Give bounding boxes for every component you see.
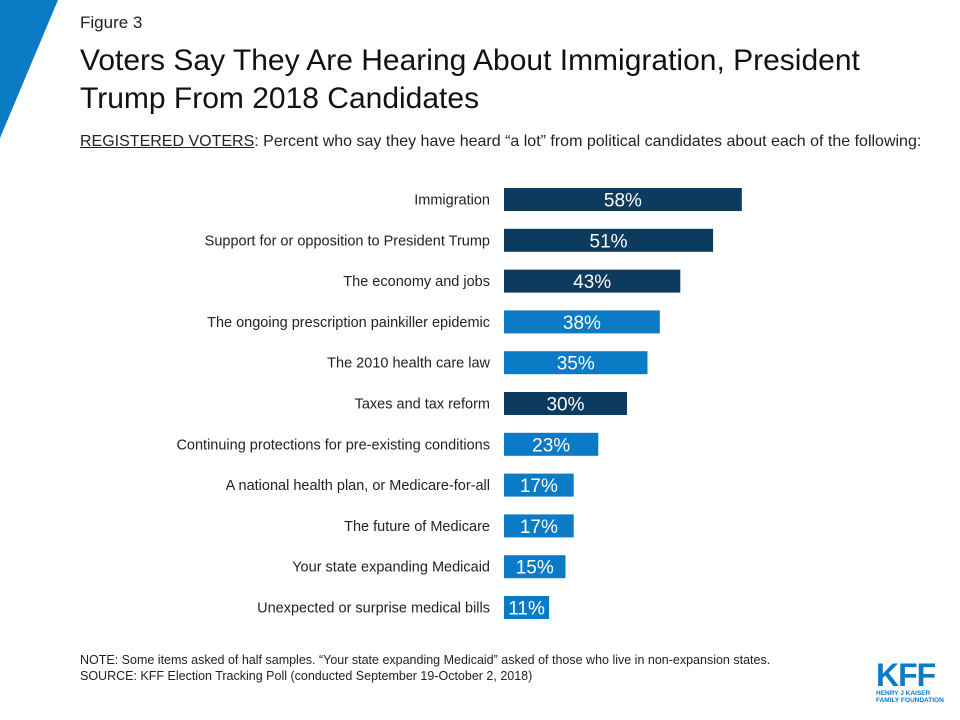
bar — [504, 432, 599, 456]
bar — [504, 310, 660, 334]
data-label: 51% — [590, 231, 628, 252]
data-label: 17% — [520, 476, 558, 497]
bar — [504, 596, 550, 619]
bar — [504, 473, 574, 497]
bar — [504, 392, 627, 415]
note-text: NOTE: Some items asked of half samples. … — [80, 653, 771, 667]
bar — [504, 228, 714, 252]
data-label: 43% — [573, 272, 611, 293]
category-label: Continuing protections for pre-existing … — [176, 437, 490, 453]
logo-line-1: HENRY J KAISER — [876, 690, 931, 697]
category-label: The economy and jobs — [343, 274, 490, 290]
category-label: The ongoing prescription painkiller epid… — [207, 315, 490, 331]
data-label: 15% — [516, 558, 554, 579]
subtitle-description: : Percent who say they have heard “a lot… — [254, 133, 922, 150]
category-label: Immigration — [414, 193, 490, 209]
figure-label: Figure 3 — [80, 13, 143, 32]
bar — [504, 555, 566, 579]
category-label: Unexpected or surprise medical bills — [257, 601, 490, 617]
logo-line-2: FAMILY FOUNDATION — [876, 697, 944, 704]
data-label: 58% — [604, 191, 642, 212]
data-label: 17% — [520, 517, 558, 538]
kff-logo: KFF HENRY J KAISER FAMILY FOUNDATION — [876, 657, 946, 704]
data-label: 35% — [557, 354, 595, 375]
category-label: The future of Medicare — [344, 519, 490, 535]
bar — [504, 514, 574, 538]
subtitle-population: REGISTERED VOTERS — [80, 133, 255, 150]
corner-accent-triangle — [0, 0, 58, 138]
category-label: Taxes and tax reform — [355, 397, 490, 413]
category-label: The 2010 health care law — [327, 356, 490, 372]
bar — [504, 269, 681, 293]
bar — [504, 188, 742, 211]
data-label: 30% — [546, 395, 584, 416]
bar-chart: Immigration 58% Support for or opposition … — [176, 188, 742, 620]
chart-title: Voters Say They Are Hearing About Immigr… — [80, 44, 860, 115]
chart-subtitle: REGISTERED VOTERS: Percent who say they … — [80, 131, 940, 153]
category-label: A national health plan, or Medicare-for-… — [226, 478, 490, 494]
data-label: 11% — [508, 599, 545, 620]
category-label: Support for or opposition to President T… — [205, 233, 490, 249]
data-label: 23% — [532, 435, 570, 456]
footnote: NOTE: Some items asked of half samples. … — [80, 652, 870, 684]
data-label: 38% — [563, 313, 601, 334]
bar — [504, 351, 648, 375]
logo-wordmark: KFF — [876, 657, 936, 693]
category-label: Your state expanding Medicaid — [292, 560, 490, 576]
source-text: SOURCE: KFF Election Tracking Poll (cond… — [80, 669, 533, 683]
